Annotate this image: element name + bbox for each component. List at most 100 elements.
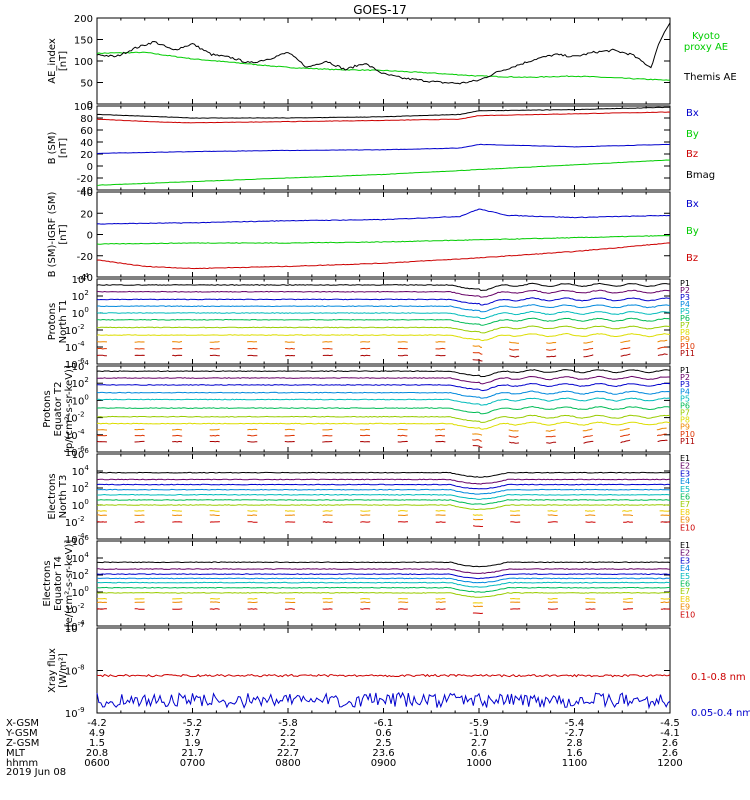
y-tick-label: 10-4: [65, 340, 85, 354]
ephem-value: 1.9: [185, 738, 201, 749]
series-line-e2: [96, 478, 671, 485]
y-axis-label: B (SM)-IGRF (SM): [47, 192, 58, 278]
legend-p6: P6: [680, 314, 690, 323]
series-line-bx: [96, 143, 671, 155]
legend-bmag: Bmag: [686, 170, 715, 181]
y-tick-label: 60: [80, 126, 93, 137]
ephem-value: 2.7: [471, 738, 487, 749]
legend-e9: E9: [680, 516, 690, 525]
legend-e4: E4: [680, 564, 690, 573]
y-tick-label: 102: [72, 289, 89, 303]
ephem-value: 2.2: [280, 738, 296, 749]
legend-bz: Bz: [686, 253, 698, 264]
legend-p5: P5: [680, 394, 690, 403]
y-axis-label: [nT]: [58, 138, 69, 158]
ephem-value: 0900: [371, 758, 396, 769]
legend-e1: E1: [680, 541, 690, 550]
legend-p10: P10: [680, 342, 695, 351]
legend-e10: E10: [680, 610, 695, 619]
ephem-value: -4.5: [660, 718, 680, 729]
ephem-value: -4.1: [660, 728, 680, 739]
series-line-p8: [96, 421, 671, 430]
y-tick-label: 104: [72, 272, 90, 286]
series-line-e5: [96, 493, 671, 500]
legend-kyoto-line2: proxy AE: [684, 42, 728, 53]
y-tick-label: 100: [72, 585, 89, 599]
series-line-e5: [96, 581, 671, 588]
ephem-value: 2.6: [662, 748, 678, 759]
series-line-bz: [96, 111, 671, 124]
ephem-value: 1.5: [89, 738, 105, 749]
y-tick-label: 102: [72, 376, 89, 390]
legend-p6: P6: [680, 401, 690, 410]
series-line-p3: [97, 382, 671, 392]
y-tick-label: 102: [72, 481, 89, 495]
series-line-p6: [96, 317, 671, 326]
y-tick-label: 0: [87, 100, 93, 111]
y-axis-label: [nT]: [58, 224, 69, 244]
series-line-bmag: [96, 106, 671, 119]
panel-frame: [96, 105, 671, 191]
y-tick-label: 106: [72, 447, 90, 461]
ephem-value: 1200: [657, 758, 682, 769]
series-line-p8: [96, 332, 671, 342]
legend-e5: E5: [680, 572, 690, 581]
legend-bx: Bx: [686, 108, 699, 119]
y-axis-label: AE_index: [47, 38, 58, 84]
y-tick-label: 40: [80, 138, 93, 149]
ephem-value: 0700: [180, 758, 205, 769]
series-line-e8: [96, 597, 671, 604]
panel-4: 10-6 10-4 10-2 100 102 104 Protons North T1 P1P2…: [47, 272, 695, 371]
ephemeris-table: X-GSM -4.2 -5.2 -5.8 -6.1 -5.9 -5.4 -4.5 Y-GSM 4.…: [5, 718, 683, 769]
y-axis-label: [nT]: [58, 51, 69, 71]
y-axis-label: North T1: [58, 300, 69, 344]
ephem-value: 0600: [84, 758, 109, 769]
ephem-label: Z-GSM: [6, 738, 39, 749]
series-line-p1: [96, 369, 671, 378]
y-tick-label: 200: [74, 14, 93, 25]
series-line-e9: [96, 601, 671, 608]
ephem-value: 2.2: [280, 728, 296, 739]
ephem-value: -5.4: [565, 718, 585, 729]
y-axis-label: [W/m²]: [58, 653, 69, 688]
legend-e6: E6: [680, 493, 690, 502]
legend-e6: E6: [680, 580, 690, 589]
ephem-value: 2.8: [567, 738, 583, 749]
ephem-value: 23.6: [372, 748, 394, 759]
y-tick-label: 10-7: [65, 621, 85, 635]
panel-frame: [96, 191, 671, 278]
legend-p5: P5: [680, 307, 690, 316]
y-tick-label: 40: [80, 188, 93, 199]
ephem-value: 1100: [562, 758, 587, 769]
legend-p3: P3: [680, 380, 690, 389]
series-line-e7: [96, 591, 670, 598]
y-tick-label: 10-2: [65, 602, 85, 616]
y-axis-label: Electrons: [47, 473, 58, 519]
ephem-label: MLT: [6, 748, 26, 759]
y-tick-label: 0: [87, 231, 93, 242]
y-axis-label: B (SM): [47, 131, 58, 164]
ephem-value: 20.8: [86, 748, 108, 759]
ephem-value: -2.7: [565, 728, 585, 739]
legend-e3: E3: [680, 469, 690, 478]
legend-p4: P4: [680, 387, 690, 396]
series-line-p3: [96, 297, 671, 306]
legend-p8: P8: [680, 416, 690, 425]
series-line-p7: [96, 414, 671, 423]
y-tick-label: 100: [72, 306, 89, 320]
series-line-0-1-0-8-nm: [96, 673, 671, 678]
series-line-e6: [96, 586, 670, 593]
series-line-e3: [96, 483, 671, 490]
y-tick-label: 10-2: [65, 323, 85, 337]
series-line-p4: [96, 304, 671, 313]
y-tick-label: 10-4: [65, 428, 85, 442]
legend-bz: Bz: [686, 149, 698, 160]
series-line-kyoto-proxy-ae: [96, 51, 671, 81]
y-tick-label: 10-9: [65, 706, 85, 720]
panel-3: -40 -20 0 20 40 B (SM)-IGRF (SM) [nT] Bx By Bz: [47, 188, 699, 284]
panel-frame: [96, 453, 671, 540]
y-tick-label: 10-6: [65, 357, 85, 371]
legend-e4: E4: [680, 477, 690, 486]
ephem-value: 2.6: [662, 738, 678, 749]
y-tick-label: 100: [74, 102, 93, 113]
